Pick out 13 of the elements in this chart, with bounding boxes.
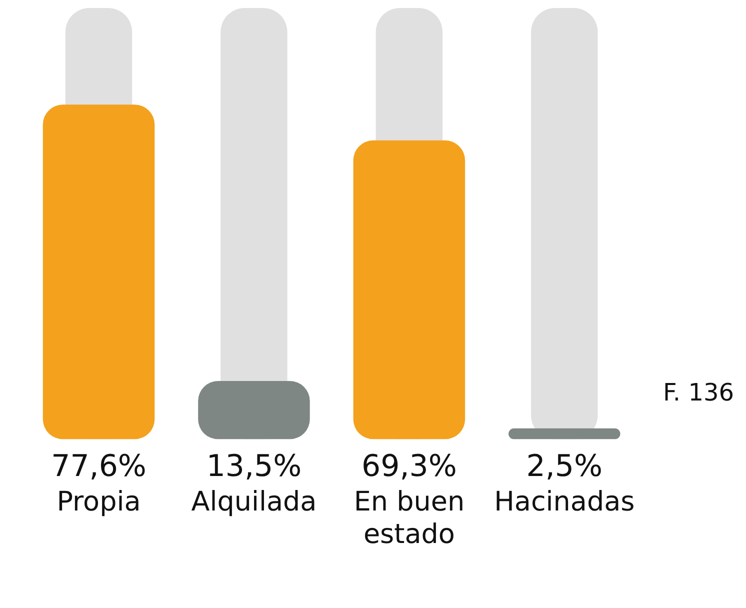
- bar: [42, 104, 155, 440]
- x-tick-label: Propia: [56, 486, 141, 518]
- x-tick-label: Hacinadas: [494, 486, 635, 518]
- text: F. 136: [662, 378, 734, 406]
- data-label: 77,6%: [51, 448, 146, 484]
- data-label: 13,5%: [206, 448, 302, 484]
- bar: [198, 380, 310, 440]
- x-tick-label: Alquilada: [191, 486, 317, 518]
- data-label: 69,3%: [362, 448, 457, 484]
- bar: [353, 140, 466, 440]
- x-tick-label: En buen estado: [354, 486, 465, 550]
- bar: [508, 428, 620, 440]
- data-label: 2,5%: [526, 448, 603, 484]
